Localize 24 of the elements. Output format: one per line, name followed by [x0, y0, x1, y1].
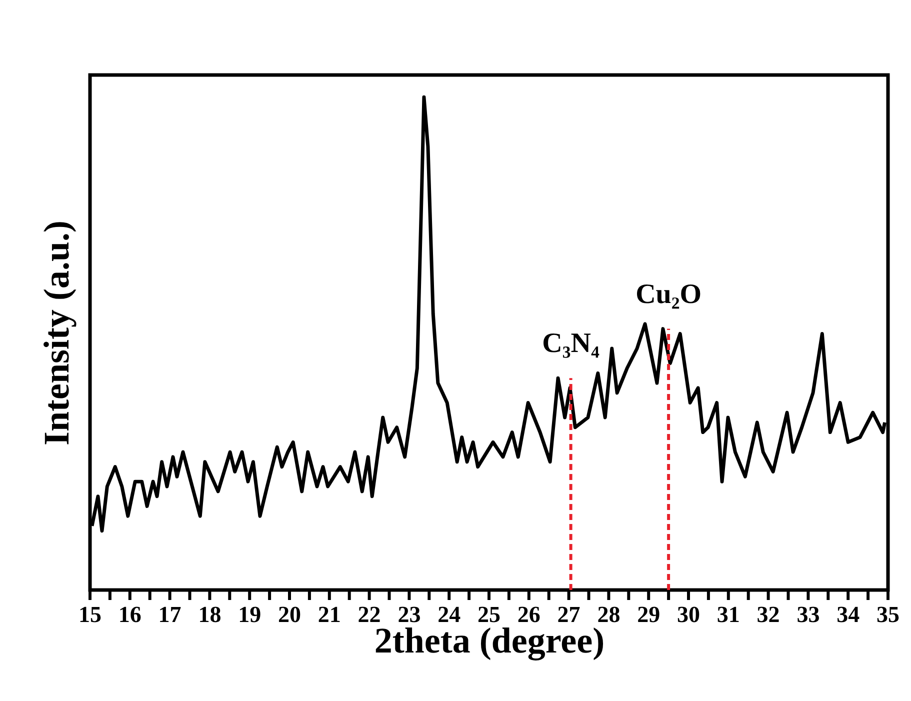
ref-line-label: Cu₂O — [636, 278, 702, 310]
x-tick-label: 23 — [398, 602, 421, 627]
x-tick-label: 19 — [238, 602, 262, 627]
x-tick-label: 24 — [438, 602, 462, 627]
x-tick-label: 25 — [478, 602, 500, 627]
x-tick-label: 33 — [796, 602, 820, 627]
x-tick-label: 31 — [716, 602, 740, 627]
x-tick-label: 28 — [597, 602, 620, 627]
x-tick-label: 16 — [118, 602, 142, 627]
x-tick-label: 34 — [836, 602, 860, 627]
x-tick-label: 22 — [358, 602, 381, 627]
y-axis-title: Intensity (a.u.) — [36, 220, 76, 446]
x-tick-label: 32 — [756, 602, 780, 627]
x-tick-label: 27 — [557, 602, 580, 627]
x-tick-label: 20 — [278, 602, 301, 627]
x-tick-label: 15 — [78, 602, 102, 627]
x-tick-label: 30 — [677, 602, 700, 627]
x-tick-label: 35 — [876, 602, 900, 627]
ref-line-label: C₃N₄ — [542, 328, 600, 360]
x-tick-label: 26 — [517, 602, 540, 627]
x-tick-label: 17 — [158, 602, 182, 627]
x-tick-label: 21 — [318, 602, 341, 627]
x-tick-label: 18 — [198, 602, 222, 627]
x-tick-label: 29 — [637, 602, 660, 627]
